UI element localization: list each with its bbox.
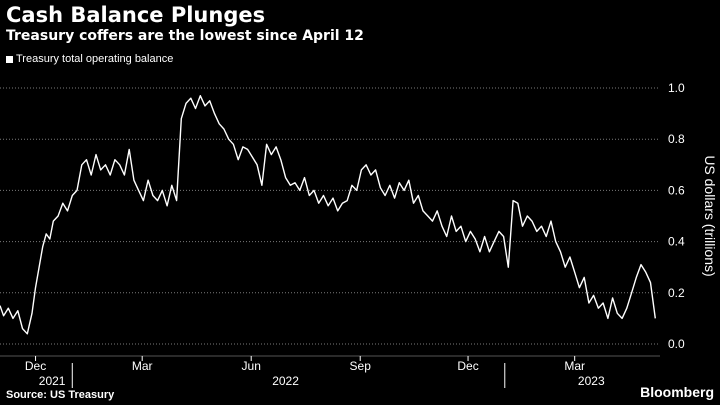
y-tick-label: 0.0	[668, 337, 685, 351]
x-tick-label: Jun	[242, 359, 261, 373]
y-tick-label: 0.6	[668, 183, 685, 197]
y-tick-label: 0.4	[668, 235, 685, 249]
x-tick-label: Sep	[350, 359, 372, 373]
chart-title: Cash Balance Plunges	[6, 3, 266, 27]
source-note: Source: US Treasury	[6, 389, 115, 401]
year-label: 2022	[272, 374, 299, 388]
y-tick-label: 0.2	[668, 286, 685, 300]
x-tick-label: Dec	[457, 359, 478, 373]
y-tick-label: 1.0	[668, 81, 685, 95]
chart-legend: Treasury total operating balance	[6, 53, 173, 65]
brand-logo: Bloomberg	[640, 384, 714, 400]
x-tick-label: Dec	[25, 359, 46, 373]
year-label: 2023	[578, 374, 605, 388]
x-tick-label: Mar	[132, 359, 153, 373]
x-tick-label: Mar	[564, 359, 585, 373]
chart-subtitle: Treasury coffers are the lowest since Ap…	[6, 28, 364, 44]
y-tick-label: 0.8	[668, 132, 685, 146]
y-axis-label: US dollars (trillions)	[702, 155, 718, 276]
legend-label: Treasury total operating balance	[16, 53, 174, 65]
legend-swatch	[6, 55, 13, 63]
series-line	[0, 94, 656, 335]
year-label: 2021	[39, 374, 66, 388]
